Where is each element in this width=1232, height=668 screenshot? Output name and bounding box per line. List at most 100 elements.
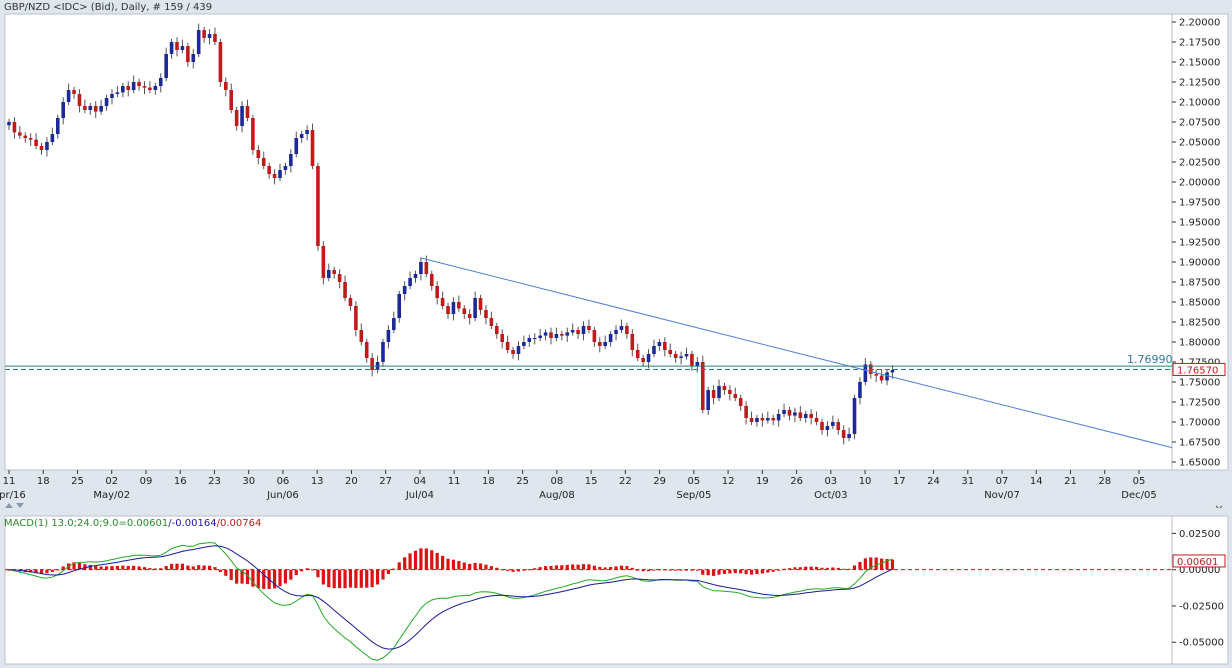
macd-histogram-bar <box>804 566 808 570</box>
candle-down <box>879 375 884 381</box>
macd-histogram-bar <box>381 569 385 580</box>
candle-up <box>164 54 168 78</box>
macd-histogram-bar <box>126 566 130 570</box>
macd-histogram-bar <box>359 569 363 588</box>
macd-histogram-bar <box>587 564 591 570</box>
date-month-label: Jul/04 <box>405 490 434 501</box>
macd-histogram-bar <box>435 552 439 570</box>
date-day-label: 26 <box>790 476 803 487</box>
macd-histogram-bar <box>592 565 596 570</box>
candle-down <box>836 422 841 430</box>
candle-up <box>646 354 651 362</box>
macd-histogram-bar <box>338 569 342 589</box>
macd-histogram-bar <box>516 569 521 572</box>
date-day-label: 09 <box>140 476 153 487</box>
candle-up <box>657 342 662 346</box>
candle-up <box>55 118 60 134</box>
candle-down <box>668 350 673 354</box>
macd-histogram-bar <box>289 569 293 580</box>
candle-down <box>625 326 629 334</box>
candle-down <box>798 412 803 418</box>
macd-histogram-bar <box>457 561 461 570</box>
candle-up <box>695 362 700 366</box>
candle-up <box>283 166 288 170</box>
candle-down <box>348 298 353 306</box>
macd-histogram-bar <box>657 569 661 571</box>
candle-down <box>663 342 667 350</box>
candle-up <box>863 364 868 382</box>
macd-histogram-bar <box>305 568 309 570</box>
macd-histogram-bar <box>310 569 315 571</box>
date-day-label: 03 <box>824 476 837 487</box>
candle-up <box>684 354 689 357</box>
macd-histogram-bar <box>354 569 358 588</box>
macd-histogram-bar <box>88 564 92 570</box>
candle-up <box>522 342 526 346</box>
panel-collapse-icon[interactable] <box>5 503 24 508</box>
trendline[interactable] <box>420 257 1173 449</box>
macd-histogram-bar <box>207 565 212 570</box>
price-y-axis: 2.20000 2.17500 2.15000 2.12500 2.10000 2.075… <box>1172 18 1220 469</box>
candle-down <box>587 326 591 330</box>
macd-histogram-bar <box>489 566 493 570</box>
candle-up <box>516 346 521 354</box>
macd-histogram-bar <box>598 566 602 570</box>
candle-down <box>429 274 434 286</box>
candlestick-series <box>7 23 895 445</box>
candle-up <box>793 412 797 416</box>
candle-down <box>364 342 369 358</box>
chart-title: GBP/NZD <IDC> (Bid), Daily, # 159 / 439 <box>4 2 212 13</box>
macd-histogram-bar <box>706 569 710 576</box>
candle-up <box>326 270 331 278</box>
date-day-label: 04 <box>414 476 427 487</box>
macd-histogram-bar <box>392 568 396 570</box>
candle-up <box>305 130 309 134</box>
macd-histogram-bar <box>50 569 54 572</box>
macd-histogram-bar <box>424 548 428 570</box>
candle-down <box>641 358 645 362</box>
candle-up <box>603 342 607 346</box>
candle-down <box>310 130 315 166</box>
candle-up <box>570 330 575 333</box>
macd-histogram-bar <box>560 565 564 570</box>
price-y-tick-label: 2.17500 <box>1179 38 1220 49</box>
candle-up <box>121 86 125 93</box>
date-axis: 11 18 25 02 09 16 23 30 06 13 20 27 04 11 18 25 08 15 22 29… <box>0 470 1157 501</box>
candle-up <box>831 422 835 426</box>
date-day-label: 23 <box>208 476 221 487</box>
macd-indicator-chart[interactable]: MACD(1) 13.0;24.0;9.0=0.00601/-0.00164/0… <box>0 508 1232 668</box>
candle-up <box>679 356 683 358</box>
macd-histogram-bar <box>115 565 119 570</box>
price-y-tick-label: 1.95000 <box>1179 218 1220 229</box>
macd-histogram-bar <box>34 569 38 574</box>
price-y-tick-label: 1.87500 <box>1179 278 1220 289</box>
candle-up <box>543 332 548 336</box>
candle-up <box>180 46 185 50</box>
macd-histogram-bar <box>272 569 277 589</box>
candle-down <box>495 326 499 334</box>
macd-histogram-bar <box>614 566 618 570</box>
date-day-label: 30 <box>242 476 255 487</box>
macd-histogram-bar <box>712 569 716 576</box>
date-day-label: 02 <box>105 476 118 487</box>
close-panel-icon[interactable]: × <box>1214 502 1224 508</box>
candle-up <box>99 106 103 112</box>
macd-histogram-bar <box>283 569 288 584</box>
macd-histogram-bar <box>636 569 640 571</box>
candle-down <box>722 386 727 390</box>
macd-y-tick-label: 0.00000 <box>1179 565 1220 576</box>
macd-histogram-bar <box>701 569 705 575</box>
main-price-chart[interactable]: GBP/NZD <IDC> (Bid), Daily, # 159 / 439 … <box>0 0 1232 508</box>
date-month-label: Apr/16 <box>0 490 26 501</box>
macd-histogram-bar <box>652 569 656 571</box>
candle-down <box>820 422 824 430</box>
candle-down <box>12 122 17 133</box>
macd-histogram-bar <box>213 567 217 570</box>
macd-histogram-bar <box>543 566 548 570</box>
macd-histogram-bar <box>170 563 174 570</box>
candle-down <box>72 90 76 94</box>
macd-histogram-bar <box>565 564 569 570</box>
candle-down <box>23 135 28 138</box>
macd-signal-line <box>8 545 893 650</box>
candle-down <box>841 430 846 438</box>
